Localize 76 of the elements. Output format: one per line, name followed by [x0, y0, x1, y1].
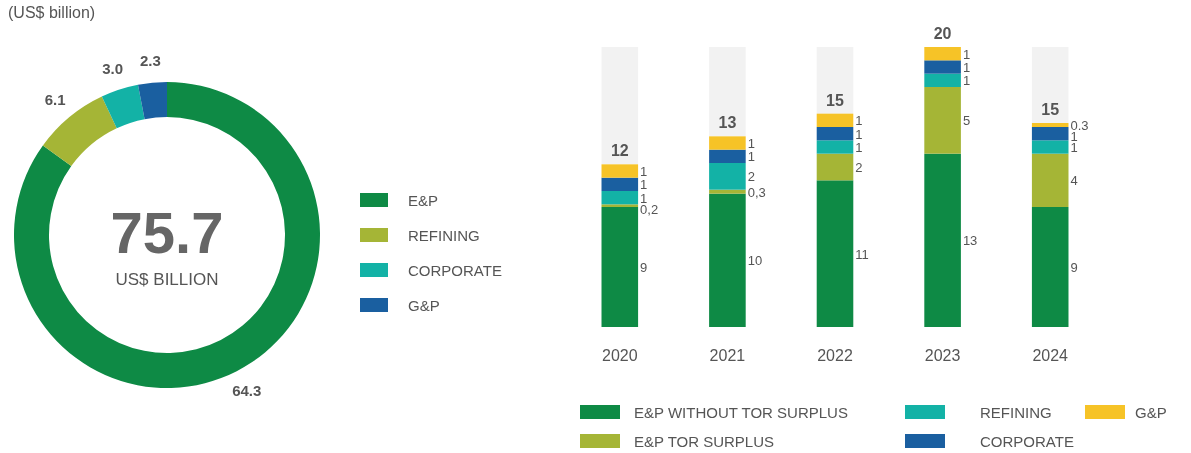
- bar: [709, 189, 746, 194]
- bar: [924, 47, 961, 61]
- x-tick-label: 2023: [924, 347, 961, 364]
- data-label: 6.1: [44, 91, 66, 109]
- bar: [709, 193, 746, 327]
- data-label: 3.0: [102, 59, 124, 77]
- bar: [601, 177, 639, 191]
- data-label: 1: [962, 46, 971, 62]
- bar: [1031, 127, 1069, 141]
- bar: [709, 149, 746, 163]
- total-label: 15: [826, 91, 844, 109]
- data-label: 1: [855, 126, 863, 142]
- data-label: 1: [640, 164, 648, 179]
- data-label: 4: [1070, 173, 1078, 189]
- bar: [601, 164, 639, 178]
- bar: [816, 140, 854, 154]
- bar: [816, 180, 854, 327]
- text: (US$ billion): [8, 4, 96, 21]
- bar: [601, 204, 639, 207]
- legend-label: CORPORATE: [408, 262, 502, 279]
- data-label: 64.3: [232, 381, 262, 399]
- data-label: 1: [640, 190, 648, 206]
- data-label: 1: [640, 177, 648, 193]
- bar: [816, 127, 854, 141]
- bar: [924, 60, 961, 74]
- data-label: 1: [855, 140, 863, 155]
- data-label: 1: [962, 60, 971, 75]
- legend-label: G&P: [408, 297, 440, 314]
- bar: [924, 87, 961, 154]
- total-label: 12: [610, 142, 629, 160]
- data-label: 10: [747, 253, 763, 269]
- data-label: 13: [962, 233, 978, 249]
- text: US$ BILLION: [115, 270, 219, 289]
- bar: [709, 163, 746, 190]
- total-label: 15: [1041, 101, 1060, 118]
- bar: [1031, 123, 1069, 127]
- donut-slice: [14, 82, 320, 388]
- data-label: 2.3: [139, 51, 161, 69]
- data-label: 2: [747, 169, 755, 185]
- bar: [709, 136, 746, 150]
- data-label: 1: [962, 73, 971, 89]
- bar: [1031, 153, 1069, 207]
- data-label: 5: [962, 113, 971, 129]
- data-label: 1: [747, 149, 755, 165]
- legend-label: E&P: [408, 192, 439, 209]
- data-label: 11: [855, 246, 869, 262]
- x-tick-label: 2024: [1032, 347, 1069, 364]
- legend-label: E&P TOR SURPLUS: [634, 433, 775, 450]
- legend-label: E&P WITHOUT TOR SURPLUS: [634, 404, 848, 421]
- bar: [816, 113, 854, 127]
- data-label: 9: [640, 260, 648, 275]
- data-label: 1: [747, 136, 755, 151]
- legend-label: G&P: [1135, 404, 1167, 421]
- bar: [601, 191, 639, 205]
- data-label: 2: [855, 160, 863, 175]
- bar: [1031, 140, 1069, 154]
- x-tick-label: 2022: [817, 347, 853, 364]
- data-label: 1: [855, 113, 863, 129]
- total-label: 20: [933, 25, 952, 42]
- data-label: 0,3: [747, 184, 766, 200]
- x-tick-label: 2020: [602, 347, 638, 364]
- data-label: 9: [1070, 260, 1078, 275]
- text: 75.7: [110, 200, 224, 265]
- donut-slice: [137, 82, 167, 120]
- legend-label: REFINING: [980, 404, 1052, 421]
- x-tick-label: 2021: [709, 347, 746, 364]
- bar: [601, 207, 639, 327]
- legend-label: CORPORATE: [980, 433, 1074, 450]
- bar: [1031, 207, 1069, 327]
- bar: [924, 73, 961, 87]
- donut-slice: [101, 84, 145, 129]
- donut-slice: [42, 96, 117, 166]
- bar: [924, 153, 961, 327]
- bar: [816, 153, 854, 181]
- legend-label: REFINING: [408, 227, 480, 244]
- total-label: 13: [718, 114, 737, 132]
